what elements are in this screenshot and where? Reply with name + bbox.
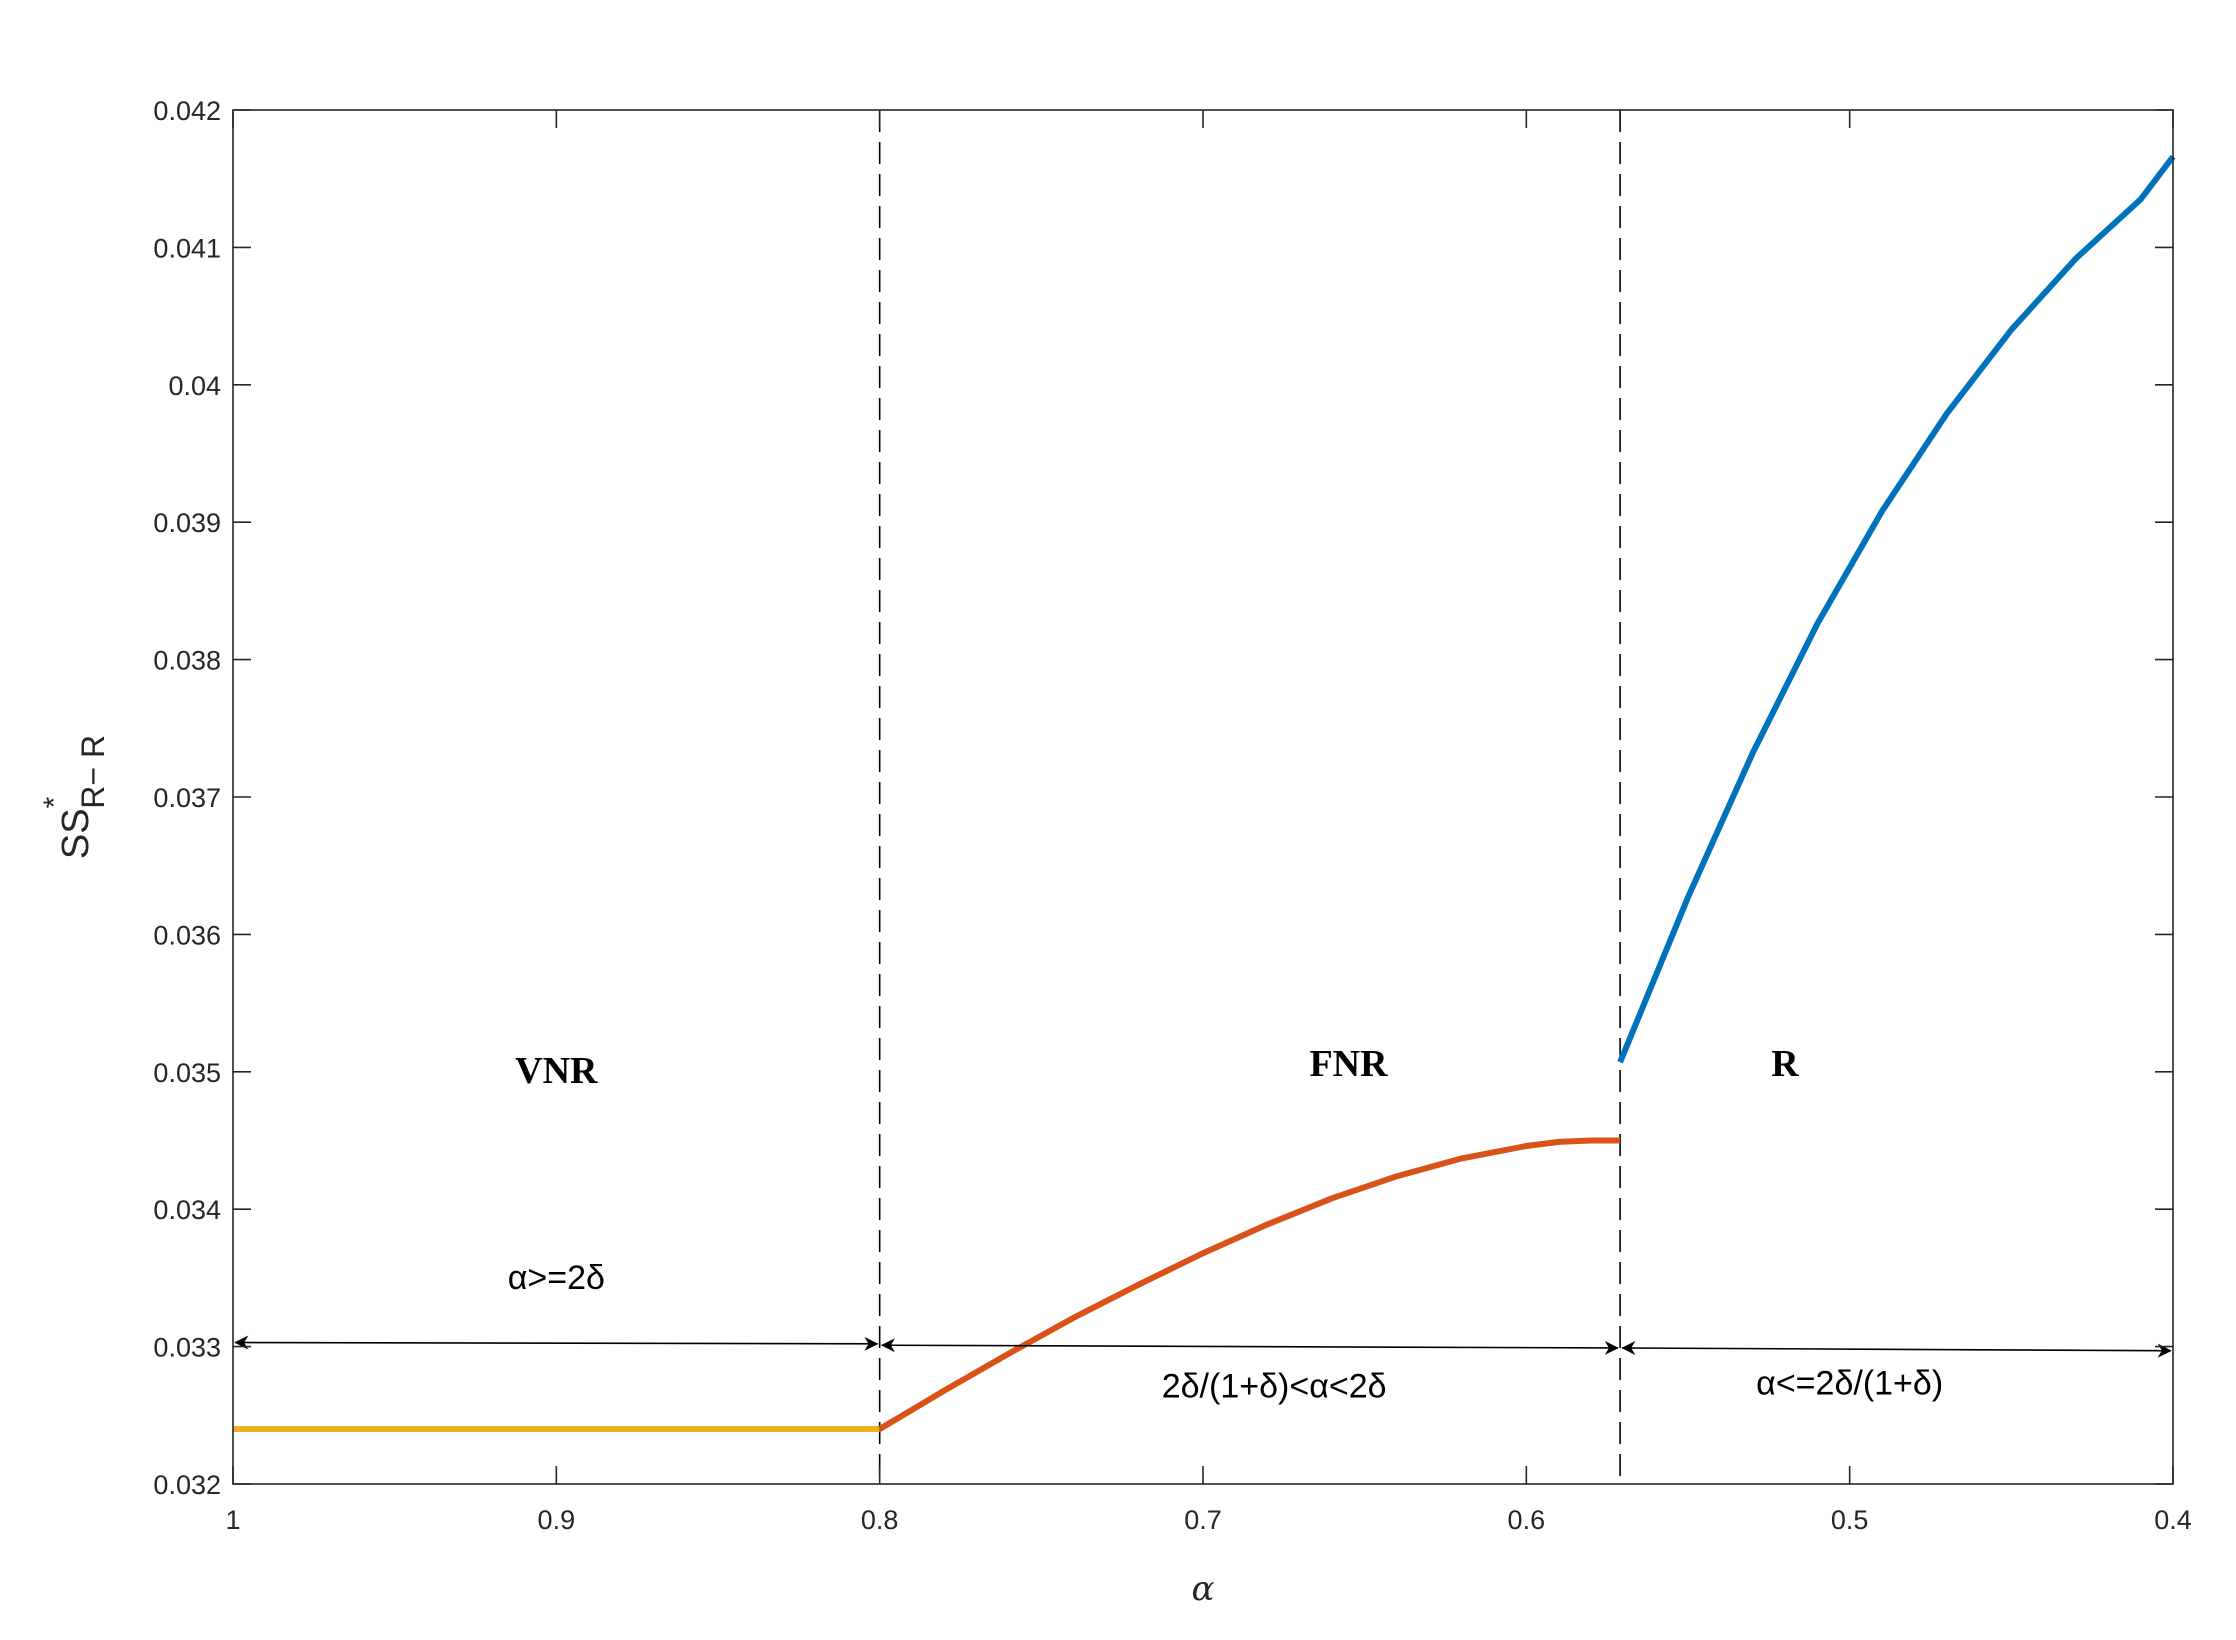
region-arrow-3 <box>1621 1341 2172 1358</box>
text-labels: VNR α>=2δ FNR 2δ/(1+δ)<α<2δ Rα<=2δ/(1+δ) <box>508 1043 1943 1406</box>
region-label-vnr: VNR <box>515 1050 598 1092</box>
region-arrow-2 <box>880 1338 1619 1355</box>
region-label-fnr: FNR <box>1309 1043 1388 1085</box>
y-axis-label: SS* R− R <box>38 735 111 859</box>
y-tick-label: 0.034 <box>153 1195 221 1225</box>
y-axis-label-sub: R− R <box>75 735 111 809</box>
region-arrow-1 <box>234 1335 879 1351</box>
x-tick-label: 0.8 <box>861 1505 899 1535</box>
x-axis-label: α <box>1192 1569 1215 1609</box>
x-tick-label: 0.6 <box>1508 1505 1546 1535</box>
y-tick-label: 0.037 <box>153 783 221 813</box>
y-tick-label: 0.035 <box>153 1058 221 1088</box>
series-line-3 <box>1617 154 2176 1064</box>
region-condition-fnr: 2δ/(1+δ)<α<2δ <box>1162 1367 1387 1405</box>
axis-ticks: 1 0.9 0.8 0.7 0.6 0.5 0.4 0.032 0.033 0.034 0.035 0… <box>153 96 2191 1535</box>
y-tick-label: 0.033 <box>153 1333 221 1363</box>
boundary-lines <box>878 110 1621 1484</box>
region-label-r: R <box>1771 1043 1799 1085</box>
region-condition-r: α<=2δ/(1+δ) <box>1756 1365 1943 1403</box>
x-tick-label: 0.9 <box>538 1505 576 1535</box>
y-tick-label: 0.039 <box>153 508 221 538</box>
y-tick-label: 0.036 <box>153 920 221 950</box>
plot-frame <box>232 109 2174 1485</box>
y-axis-label-base: SS <box>55 808 97 859</box>
y-axis-label-sup: * <box>38 796 71 808</box>
x-tick-label: 0.7 <box>1184 1505 1222 1535</box>
x-tick-label: 1 <box>225 1505 240 1535</box>
region-arrows <box>234 1335 2172 1358</box>
x-tick-label: 0.5 <box>1831 1505 1869 1535</box>
y-tick-label: 0.041 <box>153 233 221 263</box>
y-tick-label: 0.032 <box>153 1470 221 1500</box>
y-tick-label: 0.038 <box>153 646 221 676</box>
x-tick-label: 0.4 <box>2154 1505 2192 1535</box>
region-condition-vnr: α>=2δ <box>508 1259 605 1297</box>
y-tick-label: 0.042 <box>153 96 221 126</box>
y-tick-label: 0.04 <box>168 371 221 401</box>
